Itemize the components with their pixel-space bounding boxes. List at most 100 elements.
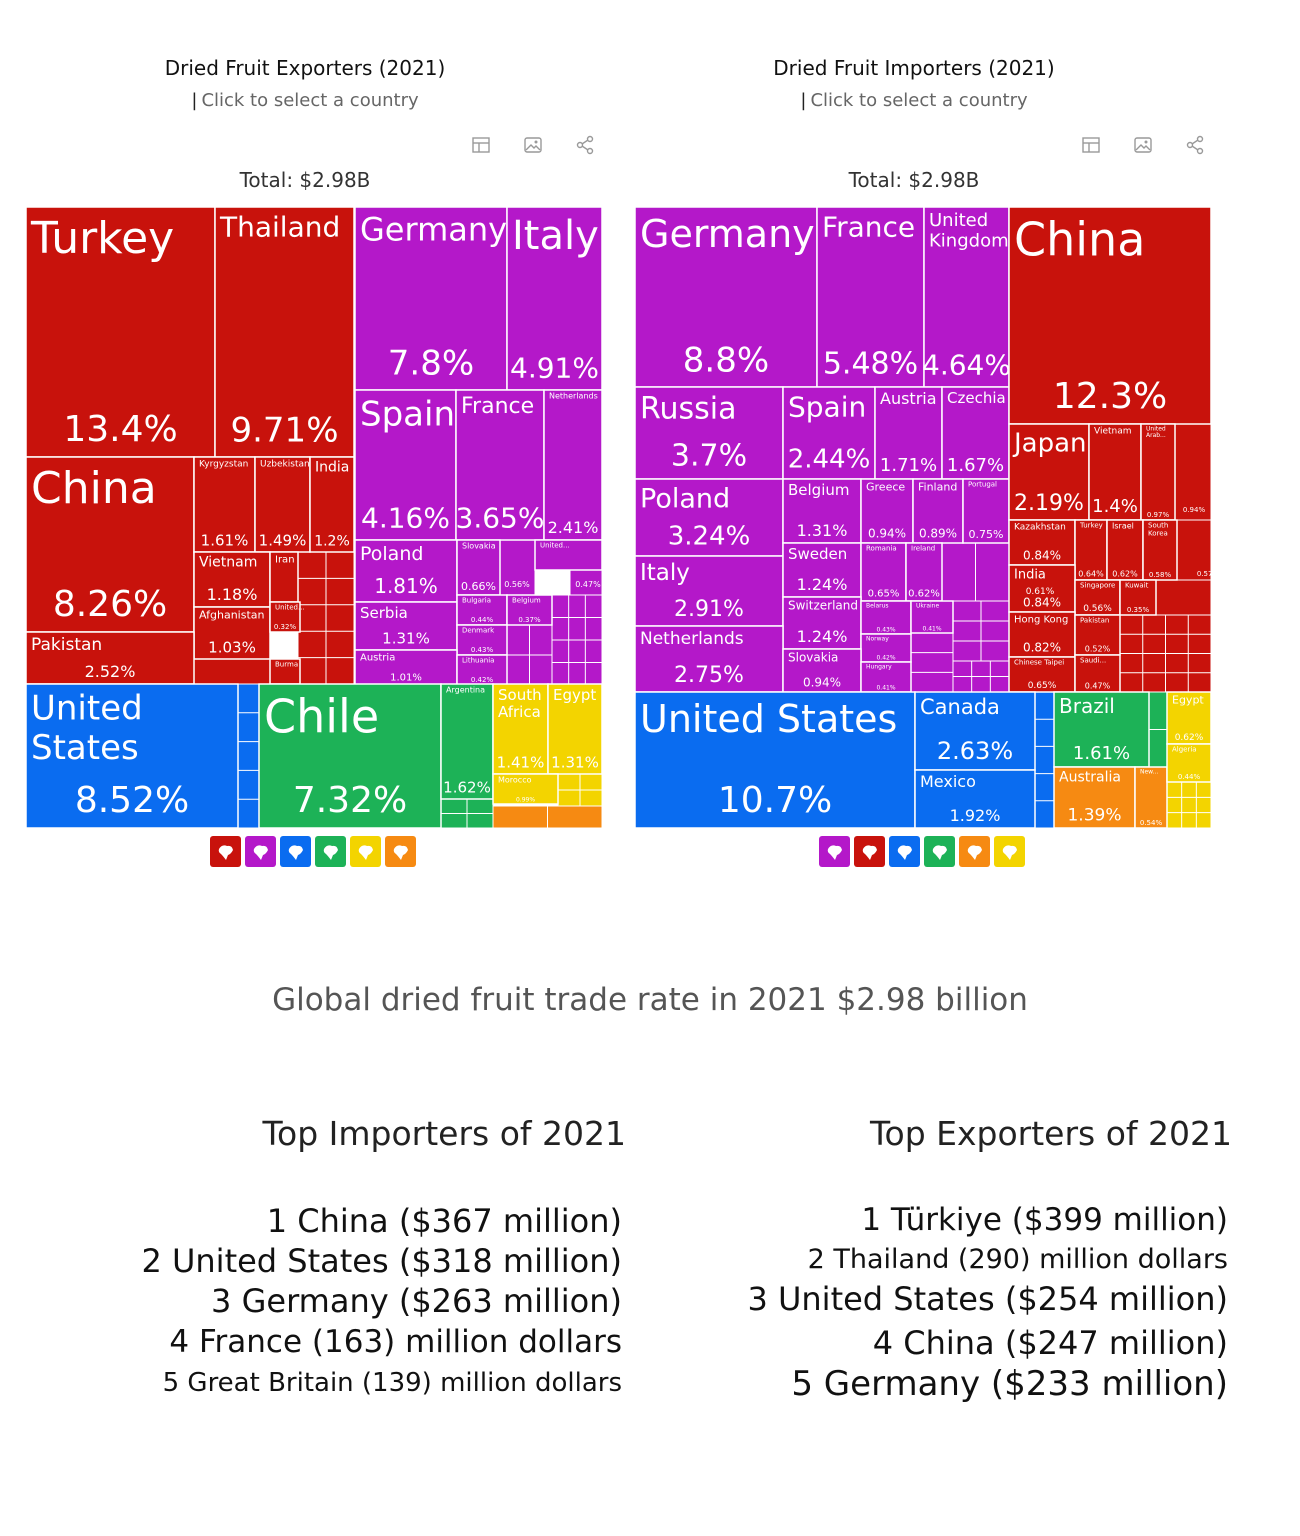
treemap-cell-hong-kong[interactable]: Hong Kong 0.82%: [1008, 611, 1076, 658]
treemap-cell-germany[interactable]: Germany 7.8%: [354, 206, 508, 391]
treemap-cell-chinese-taipei[interactable]: Chinese Taipei 0.65%: [1008, 656, 1076, 693]
treemap-cell-ukraine[interactable]: Ukraine 0.41%: [910, 600, 954, 634]
treemap-cell-netherlands[interactable]: Netherlands 2.75%: [634, 625, 784, 693]
treemap-rect[interactable]: [492, 773, 559, 805]
treemap-minor-cell[interactable]: [551, 594, 603, 686]
treemap-rect[interactable]: [506, 594, 553, 626]
treemap-rect[interactable]: [440, 683, 494, 800]
treemap-cell-burma[interactable]: Burma: [269, 658, 301, 685]
treemap-rect[interactable]: [25, 456, 195, 633]
treemap-cell-china[interactable]: China 8.26%: [25, 456, 195, 633]
treemap-cell-lithuania[interactable]: Lithuania 0.42%: [456, 654, 508, 686]
treemap-cell-pakistan[interactable]: Pakistan 2.52%: [25, 631, 195, 685]
treemap-rect[interactable]: [910, 600, 954, 634]
treemap-cell-serbia[interactable]: Serbia 1.31%: [354, 601, 458, 651]
treemap-cell-united[interactable]: United... 0.32%: [269, 601, 305, 633]
treemap-cell-slovakia[interactable]: Slovakia 0.94%: [782, 648, 862, 693]
north-america-legend-icon[interactable]: [280, 836, 311, 867]
treemap-rect[interactable]: [634, 625, 784, 693]
treemap-cell-singapore[interactable]: Singapore 0.56%: [1074, 579, 1121, 616]
treemap-cell-finland[interactable]: Finland 0.89%: [912, 478, 964, 544]
treemap-rect[interactable]: [1008, 423, 1090, 521]
treemap-cell-thailand[interactable]: Thailand 9.71%: [214, 206, 355, 458]
importers-select-hint[interactable]: | Click to select a country: [609, 90, 1219, 111]
africa-legend-icon[interactable]: [350, 836, 381, 867]
treemap-rect[interactable]: [782, 542, 862, 598]
treemap-cell-czechia[interactable]: Czechia 1.67%: [941, 386, 1010, 480]
asia-legend-icon[interactable]: [210, 836, 241, 867]
treemap-cell-australia[interactable]: Australia 1.39%: [1053, 766, 1136, 829]
treemap-rect[interactable]: [634, 386, 784, 480]
treemap-cell-slovakia[interactable]: Slovakia 0.66%: [456, 539, 501, 596]
treemap-rect[interactable]: [962, 478, 1010, 544]
africa-legend-icon[interactable]: [994, 836, 1025, 867]
treemap-cell-egypt[interactable]: Egypt 1.31%: [547, 683, 603, 775]
treemap-minor-cell[interactable]: [1034, 691, 1055, 829]
treemap-rect[interactable]: [1140, 423, 1176, 521]
treemap-cell-egypt[interactable]: Egypt 0.62%: [1166, 691, 1212, 745]
south-america-legend-icon[interactable]: [315, 836, 346, 867]
treemap-cell-france[interactable]: France 5.48%: [816, 206, 925, 388]
treemap-cell-denmark[interactable]: Denmark 0.43%: [456, 624, 508, 656]
south-america-legend-icon[interactable]: [924, 836, 955, 867]
treemap-cell-poland[interactable]: Poland 3.24%: [634, 478, 784, 557]
treemap-rect[interactable]: [634, 555, 784, 627]
treemap-cell-turkey[interactable]: Turkey 13.4%: [25, 206, 216, 458]
treemap-cell-kyrgyzstan[interactable]: Kyrgyzstan 1.61%: [193, 456, 256, 553]
treemap-cell-kuwait[interactable]: Kuwait 0.35%: [1119, 579, 1157, 616]
treemap-cell-uzbekistan[interactable]: Uzbekistan 1.49%: [254, 456, 311, 553]
treemap-rect[interactable]: [354, 601, 458, 651]
treemap-rect[interactable]: [1074, 654, 1121, 693]
treemap-cell-united-states[interactable]: United States 10.7%: [634, 691, 916, 829]
treemap-cell-spain[interactable]: Spain 4.16%: [354, 389, 457, 541]
treemap-cell-pakistan[interactable]: Pakistan 0.52%: [1074, 614, 1121, 656]
treemap-cell-brazil[interactable]: Brazil 1.61%: [1053, 691, 1150, 768]
treemap-cell-greece[interactable]: Greece 0.94%: [860, 478, 914, 544]
treemap-cell-italy[interactable]: Italy 2.91%: [634, 555, 784, 627]
treemap-minor-cell[interactable]: [557, 773, 603, 807]
treemap-minor-cell[interactable]: [492, 805, 603, 829]
treemap-rect[interactable]: [782, 478, 862, 544]
treemap-cell-morocco[interactable]: Morocco 0.99%: [492, 773, 559, 805]
table-icon[interactable]: [470, 134, 496, 160]
treemap-cell-austria[interactable]: Austria 1.71%: [874, 386, 943, 480]
treemap-minor-cell[interactable]: [1166, 781, 1212, 829]
treemap-minor-cell[interactable]: [237, 683, 260, 829]
treemap-minor-cell[interactable]: [297, 551, 355, 685]
treemap-minor-cell[interactable]: [1148, 691, 1168, 768]
exporters-treemap[interactable]: Turkey 13.4% Thailand 9.71% China 8.26% Kyrgyz…: [0, 0, 610, 880]
treemap-cell-italy[interactable]: Italy 4.91%: [506, 206, 603, 391]
treemap-cell-vietnam[interactable]: Vietnam 1.18%: [193, 551, 271, 608]
treemap-cell-israel[interactable]: Israel 0.62%: [1106, 519, 1144, 581]
treemap-cell-netherlands[interactable]: Netherlands 2.41%: [543, 389, 603, 541]
treemap-cell-bulgaria[interactable]: Bulgaria 0.44%: [456, 594, 508, 626]
treemap-rect[interactable]: [309, 456, 355, 553]
treemap-rect[interactable]: [258, 683, 442, 829]
treemap-rect[interactable]: [547, 683, 603, 775]
share-icon[interactable]: [1184, 134, 1210, 160]
treemap-cell-india[interactable]: India 1.2%: [309, 456, 355, 553]
treemap-rect[interactable]: [455, 389, 545, 541]
treemap-rect[interactable]: [269, 551, 299, 603]
treemap-rect[interactable]: [782, 386, 876, 480]
table-icon[interactable]: [1080, 134, 1106, 160]
treemap-cell-new[interactable]: New... 0.54%: [1134, 766, 1168, 829]
treemap-rect[interactable]: [1142, 519, 1178, 581]
share-icon[interactable]: [574, 134, 600, 160]
treemap-rect[interactable]: [1134, 766, 1168, 829]
treemap-cell-russia[interactable]: Russia 3.7%: [634, 386, 784, 480]
treemap-cell-japan[interactable]: Japan 2.19%: [1008, 423, 1090, 521]
treemap-rect[interactable]: [1008, 564, 1076, 613]
treemap-cell-hungary[interactable]: Hungary 0.41%: [860, 661, 912, 693]
treemap-cell-canada[interactable]: Canada 2.63%: [914, 691, 1036, 771]
treemap-rect[interactable]: [193, 456, 256, 553]
treemap-rect[interactable]: [914, 769, 1036, 829]
treemap-minor-cell[interactable]: [506, 624, 553, 686]
treemap-cell-turkey[interactable]: Turkey 0.64%: [1074, 519, 1108, 581]
treemap-cell-united[interactable]: United...0.56%: [534, 539, 603, 571]
treemap-rect[interactable]: [534, 539, 603, 571]
treemap-rect[interactable]: [254, 456, 311, 553]
treemap-cell-algeria[interactable]: Algeria 0.44%: [1166, 743, 1212, 783]
treemap-rect[interactable]: [456, 624, 508, 656]
treemap-cell-ireland[interactable]: Ireland 0.62%: [905, 542, 943, 602]
